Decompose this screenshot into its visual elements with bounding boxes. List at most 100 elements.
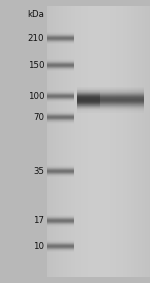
Bar	[92, 6, 93, 277]
Bar	[47, 168, 74, 169]
Bar	[132, 6, 133, 277]
Bar	[76, 101, 144, 102]
Bar	[102, 6, 103, 277]
Bar	[65, 6, 66, 277]
Bar	[47, 112, 74, 113]
Bar	[136, 6, 137, 277]
Bar	[47, 246, 74, 247]
Bar	[47, 243, 74, 244]
Bar	[47, 40, 74, 41]
Bar	[76, 94, 144, 95]
Bar	[69, 6, 70, 277]
Bar	[107, 6, 109, 277]
Bar	[47, 111, 74, 112]
Bar	[47, 68, 74, 69]
Bar	[145, 6, 146, 277]
Bar	[76, 108, 144, 109]
Bar	[116, 6, 118, 277]
Bar	[76, 105, 100, 106]
Bar	[76, 97, 144, 98]
Bar	[84, 6, 85, 277]
Bar	[47, 222, 74, 223]
Text: 100: 100	[28, 92, 44, 101]
Bar	[47, 33, 74, 34]
Bar	[66, 6, 67, 277]
Bar	[46, 6, 150, 277]
Bar	[125, 6, 127, 277]
Bar	[78, 6, 79, 277]
Bar	[79, 6, 80, 277]
Bar	[47, 35, 74, 36]
Bar	[63, 6, 65, 277]
Bar	[128, 6, 129, 277]
Bar	[76, 107, 100, 108]
Text: 17: 17	[33, 216, 44, 225]
Bar	[137, 6, 138, 277]
Bar	[76, 104, 100, 105]
Bar	[76, 100, 144, 101]
Bar	[76, 88, 144, 89]
Bar	[100, 6, 101, 277]
Bar	[76, 100, 100, 101]
Bar	[97, 6, 98, 277]
Bar	[76, 112, 144, 113]
Bar	[47, 43, 74, 44]
Bar	[47, 119, 74, 120]
Bar	[47, 94, 74, 95]
Bar	[76, 87, 144, 88]
Bar	[47, 165, 74, 166]
Bar	[47, 101, 74, 102]
Bar	[47, 224, 74, 225]
Bar	[76, 91, 144, 92]
Bar	[47, 96, 74, 97]
Bar	[67, 6, 69, 277]
Bar	[76, 6, 78, 277]
Bar	[47, 95, 74, 96]
Bar	[129, 6, 131, 277]
Bar	[47, 250, 74, 251]
Bar	[47, 69, 74, 70]
Bar	[47, 32, 74, 33]
Bar	[76, 106, 144, 107]
Bar	[47, 91, 74, 92]
Bar	[142, 6, 144, 277]
Bar	[47, 113, 74, 114]
Bar	[47, 216, 74, 217]
Bar	[47, 117, 74, 118]
Bar	[61, 6, 62, 277]
Bar	[76, 93, 100, 94]
Bar	[48, 6, 49, 277]
Bar	[47, 70, 74, 71]
Bar	[47, 169, 74, 170]
Bar	[50, 6, 52, 277]
Bar	[76, 105, 144, 106]
Bar	[89, 6, 90, 277]
Bar	[75, 6, 76, 277]
Bar	[76, 103, 144, 104]
Bar	[47, 67, 74, 68]
Bar	[133, 6, 135, 277]
Bar	[81, 6, 83, 277]
Bar	[76, 109, 144, 110]
Bar	[83, 6, 84, 277]
Bar	[76, 94, 100, 95]
Text: 210: 210	[28, 34, 44, 43]
Bar	[76, 89, 144, 90]
Bar	[76, 106, 100, 107]
Text: 70: 70	[33, 113, 44, 122]
Bar	[76, 99, 100, 100]
Bar	[80, 6, 81, 277]
Bar	[115, 6, 116, 277]
Bar	[47, 92, 74, 93]
Bar	[47, 98, 74, 99]
Bar	[47, 226, 74, 227]
Bar	[47, 59, 74, 60]
Bar	[87, 6, 88, 277]
Bar	[47, 66, 74, 67]
Bar	[144, 6, 145, 277]
Bar	[85, 6, 87, 277]
Bar	[47, 221, 74, 222]
Bar	[49, 6, 50, 277]
Bar	[47, 249, 74, 250]
Bar	[76, 103, 100, 104]
